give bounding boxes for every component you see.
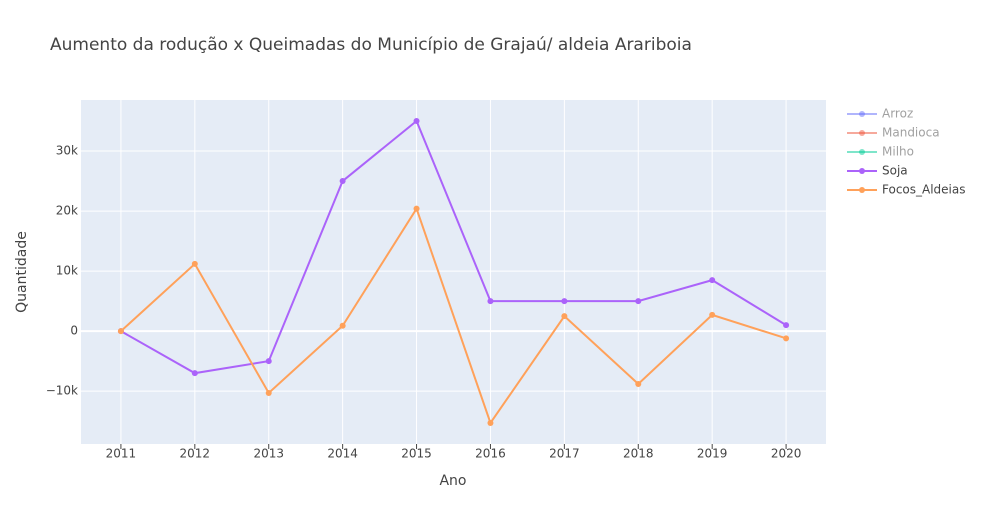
y-tick-label: −10k [46,384,78,398]
data-point [487,298,494,305]
x-tick-label: 2018 [623,447,654,461]
data-point [783,322,790,329]
series-line [120,206,787,426]
data-point [635,380,642,387]
x-tick-label: 2014 [327,447,358,461]
data-point [709,277,716,284]
y-tick-label: 0 [70,324,78,338]
data-point [339,178,346,185]
x-tick-label: 2020 [771,447,802,461]
legend-label[interactable]: Focos_Aldeias [882,183,966,197]
legend-label[interactable]: Mandioca [882,126,940,140]
x-tick-label: 2012 [180,447,211,461]
data-point [709,311,716,318]
legend-label[interactable]: Arroz [882,107,913,121]
data-point [191,370,198,377]
data-point [117,328,124,335]
x-tick-label: 2015 [401,447,432,461]
y-tick-label: 30k [56,144,78,158]
legend-label[interactable]: Soja [882,164,908,178]
x-tick-label: 2013 [253,447,284,461]
data-point [191,260,198,267]
data-point [783,335,790,342]
data-point [635,298,642,305]
x-tick-label: 2019 [697,447,728,461]
x-axis-title: Ano [439,473,466,489]
plot-area [81,100,826,444]
data-point [265,358,272,365]
y-axis-title: Quantidade [14,231,30,313]
legend-marker [859,149,865,155]
data-point [561,298,568,305]
y-tick-label: 20k [56,204,78,218]
y-tick-label: 10k [56,264,78,278]
chart-title: Aumento da rodução x Queimadas do Municí… [50,35,692,55]
legend-marker [859,130,865,136]
data-point [487,419,494,426]
x-tick-label: 2011 [106,447,137,461]
legend-marker [859,187,865,193]
data-point [413,118,420,125]
legend-label[interactable]: Milho [882,145,914,159]
x-tick-label: 2016 [475,447,506,461]
series-line [120,119,787,375]
data-point [561,313,568,320]
x-tick-label: 2017 [549,447,580,461]
data-point [339,322,346,329]
data-point [413,205,420,212]
legend-marker [859,168,865,174]
legend-marker [859,111,865,117]
data-point [265,389,272,396]
